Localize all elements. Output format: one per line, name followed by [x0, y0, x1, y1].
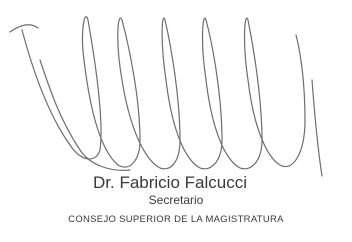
signer-name: Dr. Fabricio Falcucci [93, 173, 247, 192]
signature [10, 17, 322, 176]
signature-scan: Dr. Fabricio Falcucci Secretario CONSEJO… [0, 0, 352, 242]
page: Dr. Fabricio Falcucci Secretario CONSEJO… [0, 0, 352, 242]
institution: CONSEJO SUPERIOR DE LA MAGISTRATURA [68, 214, 284, 225]
signer-role: Secretario [149, 193, 204, 207]
